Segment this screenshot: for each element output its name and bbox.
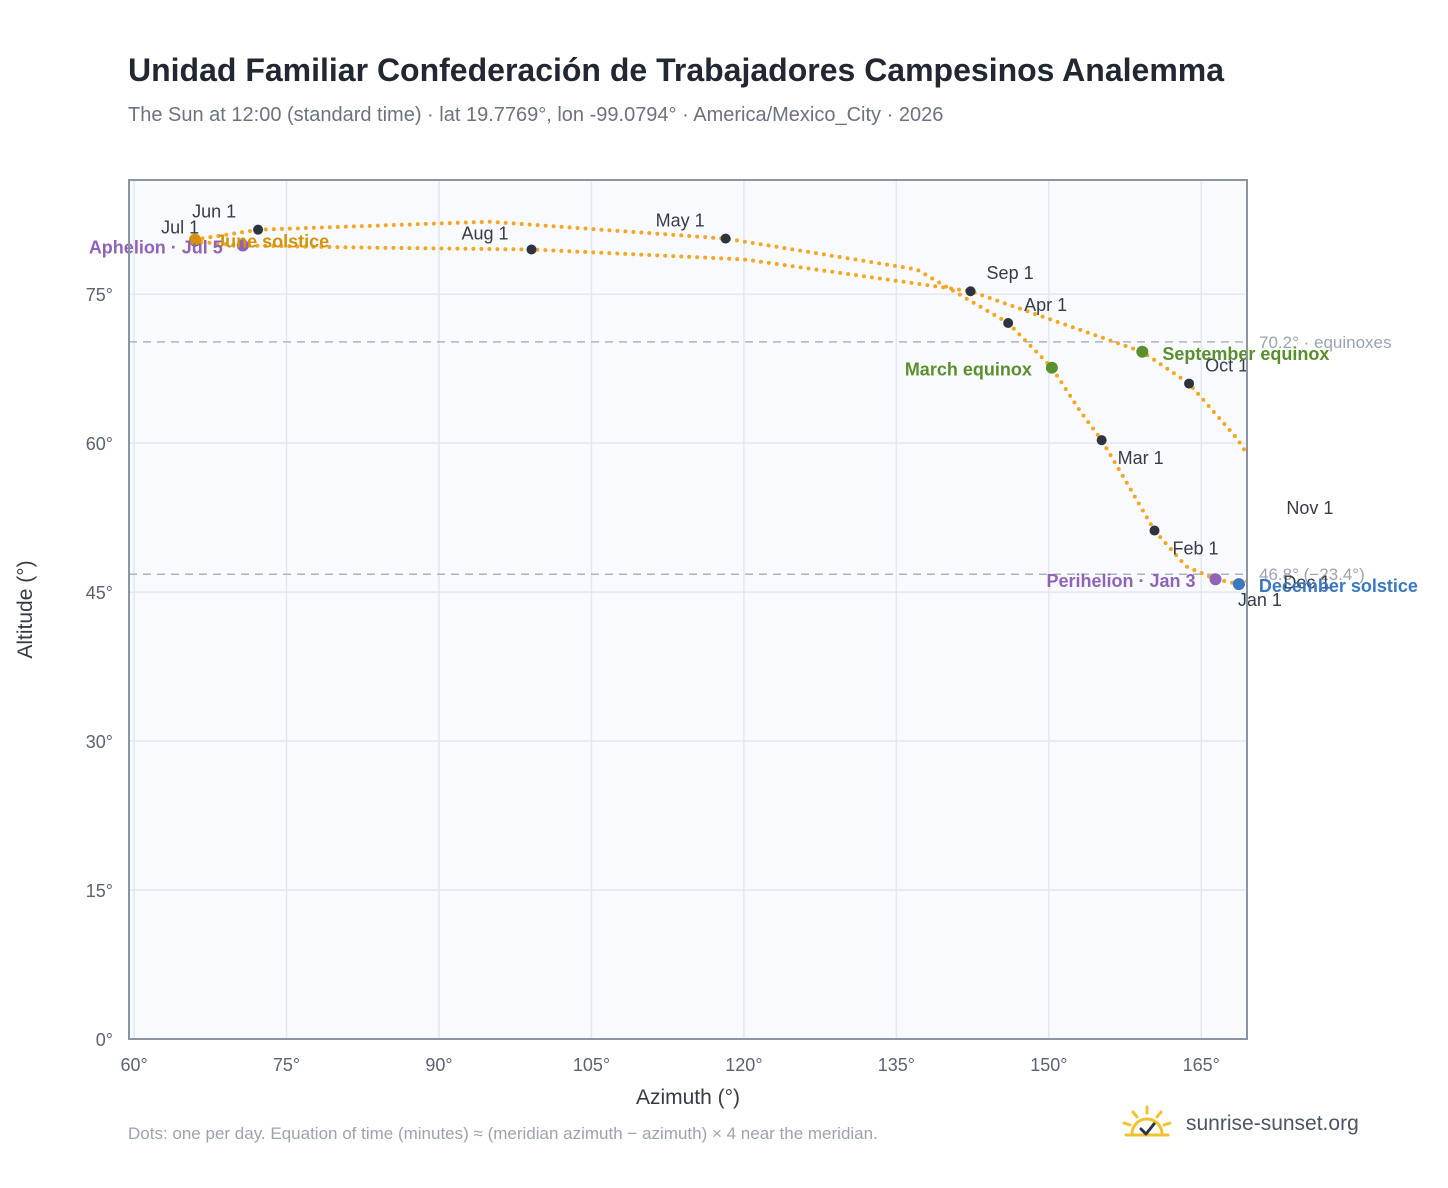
reference-line-label: 46.8° (−23.4°) <box>1259 565 1365 584</box>
month-label: Mar 1 <box>1118 448 1164 468</box>
x-tick-label: 60° <box>120 1055 147 1075</box>
x-axis-label: Azimuth (°) <box>636 1086 740 1109</box>
event-label: March equinox <box>905 360 1032 380</box>
plot-area <box>129 180 1247 1039</box>
event-label: Aphelion · Jul 5 <box>89 238 223 258</box>
month-marker <box>1003 318 1014 329</box>
event-marker <box>189 233 202 246</box>
month-label: May 1 <box>656 211 705 231</box>
chart-subtitle: The Sun at 12:00 (standard time) · lat 1… <box>128 104 944 126</box>
month-label: Dec 1 <box>1283 572 1330 592</box>
month-marker <box>1184 378 1195 389</box>
event-marker <box>1209 573 1222 586</box>
x-tick-label: 150° <box>1030 1055 1067 1075</box>
y-tick-label: 45° <box>86 583 113 603</box>
plot-frame <box>128 179 1248 1040</box>
month-marker <box>720 233 731 244</box>
y-tick-label: 30° <box>86 732 113 752</box>
month-marker <box>253 224 264 235</box>
month-label: Feb 1 <box>1173 539 1219 559</box>
reference-line-label: 70.2° · equinoxes <box>1259 333 1392 352</box>
event-marker <box>1232 578 1245 591</box>
y-tick-label: 60° <box>86 434 113 454</box>
month-marker <box>965 286 976 297</box>
month-label: Oct 1 <box>1205 356 1248 376</box>
month-label: Nov 1 <box>1286 498 1333 518</box>
y-axis-label: Altitude (°) <box>14 560 37 658</box>
brand-name: sunrise-sunset.org <box>1186 1112 1359 1135</box>
y-tick-label: 0° <box>96 1030 113 1050</box>
x-tick-label: 135° <box>878 1055 915 1075</box>
event-marker <box>236 239 249 252</box>
event-label: June solstice <box>215 232 329 252</box>
analemma-series <box>189 219 1275 591</box>
y-tick-label: 75° <box>86 285 113 305</box>
footnote: Dots: one per day. Equation of time (min… <box>128 1124 878 1143</box>
event-marker <box>1045 361 1058 374</box>
month-marker <box>1096 435 1107 446</box>
sun-logo-icon <box>1122 1105 1172 1137</box>
x-tick-label: 165° <box>1183 1055 1220 1075</box>
x-tick-label: 75° <box>273 1055 300 1075</box>
month-label: Jan 1 <box>1238 590 1282 610</box>
y-tick-label: 15° <box>86 881 113 901</box>
event-marker <box>1136 345 1149 358</box>
event-label: Perihelion · Jan 3 <box>1046 571 1195 591</box>
month-marker <box>1149 525 1160 536</box>
month-label: Aug 1 <box>461 224 508 244</box>
event-label: December solstice <box>1259 576 1418 596</box>
month-label: Jun 1 <box>192 202 236 222</box>
event-label: September equinox <box>1162 344 1329 364</box>
x-tick-label: 120° <box>725 1055 762 1075</box>
month-label: Apr 1 <box>1024 295 1067 315</box>
month-label: Jul 1 <box>161 218 199 238</box>
x-tick-label: 90° <box>425 1055 452 1075</box>
month-marker <box>526 244 537 255</box>
x-tick-label: 105° <box>573 1055 610 1075</box>
chart-title: Unidad Familiar Confederación de Trabaja… <box>128 52 1225 88</box>
brand[interactable]: sunrise-sunset.org <box>1120 1102 1359 1146</box>
month-marker <box>1265 485 1275 495</box>
month-label: Sep 1 <box>987 263 1034 283</box>
